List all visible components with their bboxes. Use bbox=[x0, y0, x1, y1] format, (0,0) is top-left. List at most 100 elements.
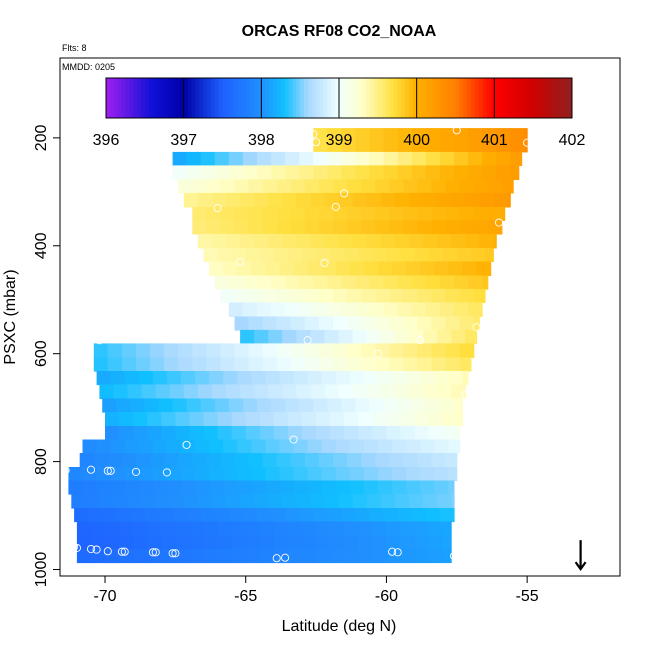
data-point bbox=[449, 551, 459, 561]
heatmap-cell bbox=[290, 288, 306, 303]
heatmap-cell bbox=[152, 480, 168, 495]
heatmap-cell bbox=[318, 316, 334, 331]
heatmap-cell bbox=[363, 480, 379, 495]
colorbar-segment bbox=[300, 78, 305, 118]
heatmap-cell bbox=[99, 494, 115, 509]
data-point bbox=[494, 218, 504, 227]
heatmap-cell bbox=[392, 480, 407, 495]
colorbar-segment bbox=[436, 78, 441, 118]
heatmap-cell bbox=[273, 247, 289, 262]
heatmap-cell bbox=[437, 233, 452, 249]
heatmap-cell bbox=[172, 508, 188, 523]
heatmap-cell bbox=[189, 535, 205, 550]
heatmap-cell bbox=[454, 128, 469, 153]
heatmap-cell bbox=[448, 439, 461, 454]
heatmap-cell bbox=[394, 233, 410, 249]
heatmap-cell bbox=[262, 288, 278, 303]
heatmap-cell bbox=[307, 371, 323, 386]
heatmap-cell bbox=[121, 453, 137, 468]
heatmap-cell bbox=[175, 535, 191, 550]
heatmap-cell bbox=[411, 398, 427, 413]
heatmap-cell bbox=[423, 233, 438, 249]
heatmap-cell bbox=[358, 247, 373, 262]
heatmap-cell bbox=[99, 384, 115, 399]
heatmap-cell bbox=[310, 192, 326, 208]
heatmap-cell bbox=[510, 151, 523, 166]
heatmap-cell bbox=[257, 302, 272, 317]
heatmap-cell bbox=[375, 288, 390, 303]
heatmap-cell bbox=[349, 480, 365, 495]
heatmap-cell bbox=[189, 412, 205, 427]
heatmap-cell bbox=[262, 206, 278, 221]
heatmap-cell bbox=[302, 412, 317, 427]
heatmap-cell bbox=[242, 508, 258, 523]
colorbar: 396 397 398 399 400 401 402 bbox=[93, 77, 585, 149]
data-point bbox=[416, 336, 425, 345]
colorbar-segment bbox=[540, 78, 546, 118]
heatmap-cell bbox=[161, 535, 176, 550]
heatmap-cell bbox=[265, 371, 281, 386]
data-point bbox=[452, 126, 461, 135]
heatmap-cell bbox=[361, 453, 376, 468]
colorbar-tick-label: 397 bbox=[170, 132, 197, 149]
heatmap-cell bbox=[71, 494, 86, 509]
heatmap-cell bbox=[437, 494, 452, 509]
heatmap-cell bbox=[234, 453, 250, 468]
colorbar-segment bbox=[319, 78, 324, 118]
heatmap-cell bbox=[155, 494, 171, 509]
data-point bbox=[523, 138, 532, 147]
heatmap-cell bbox=[366, 233, 382, 249]
heatmap-cell bbox=[369, 302, 385, 317]
colorbar-segment bbox=[195, 78, 200, 118]
heatmap-cell bbox=[439, 151, 455, 166]
colorbar-segment bbox=[455, 78, 460, 118]
colorbar-segment bbox=[199, 78, 204, 118]
heatmap-cell bbox=[175, 521, 191, 536]
heatmap-cell bbox=[299, 275, 314, 290]
heatmap-cell bbox=[327, 275, 342, 290]
heatmap-cell bbox=[380, 192, 396, 208]
flights-annotation: Flts: 8 bbox=[62, 43, 87, 53]
heatmap-cell bbox=[237, 480, 252, 495]
heatmap-cell bbox=[372, 521, 388, 536]
heatmap-cell bbox=[268, 494, 283, 509]
heatmap-cell bbox=[124, 439, 140, 454]
heatmap-cell bbox=[327, 165, 342, 180]
heatmap-cell bbox=[468, 275, 483, 290]
heatmap-cell bbox=[296, 384, 312, 399]
heatmap-cell bbox=[321, 439, 337, 454]
data-point bbox=[72, 543, 81, 552]
heatmap-cell bbox=[287, 535, 303, 550]
heatmap-cell bbox=[279, 371, 295, 386]
heatmap-cell bbox=[361, 316, 376, 331]
heatmap-cell bbox=[304, 343, 320, 358]
data-point bbox=[236, 257, 245, 267]
heatmap-cell bbox=[203, 426, 219, 441]
heatmap-cell bbox=[279, 439, 295, 454]
heatmap-cell bbox=[335, 371, 351, 386]
heatmap-cell bbox=[417, 288, 433, 303]
heatmap-cell bbox=[431, 357, 447, 372]
heatmap-cell bbox=[228, 275, 244, 290]
heatmap-cell bbox=[389, 220, 404, 235]
heatmap-cell bbox=[240, 494, 255, 509]
heatmap-cell bbox=[212, 384, 227, 399]
heatmap-cell bbox=[96, 371, 112, 386]
heatmap-cell bbox=[226, 384, 241, 399]
heatmap-cell bbox=[369, 151, 385, 166]
heatmap-cell bbox=[400, 247, 416, 262]
heatmap-cell bbox=[273, 426, 289, 441]
heatmap-cell bbox=[273, 412, 289, 427]
heatmap-cell bbox=[212, 494, 227, 509]
colorbar-segment bbox=[381, 78, 387, 118]
data-point bbox=[171, 549, 180, 558]
heatmap-cell bbox=[392, 439, 407, 454]
heatmap-cell bbox=[501, 206, 506, 221]
heatmap-cell bbox=[262, 316, 278, 331]
heatmap-cell bbox=[96, 467, 112, 482]
heatmap-cell bbox=[307, 261, 323, 276]
heatmap-cell bbox=[141, 494, 157, 509]
heatmap-cell bbox=[110, 439, 126, 454]
heatmap-cell bbox=[487, 179, 503, 194]
colorbar-segment bbox=[428, 78, 433, 118]
